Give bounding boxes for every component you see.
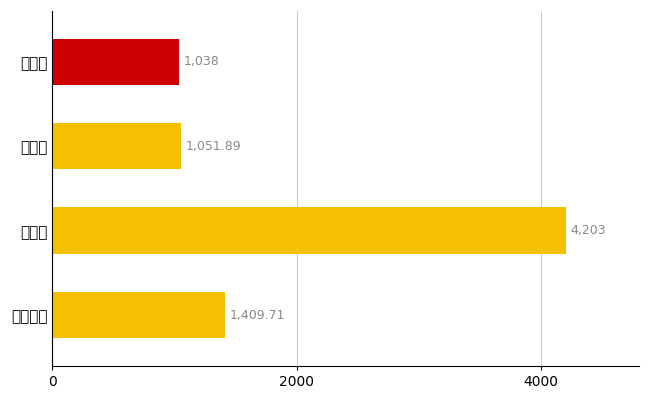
Text: 1,409.71: 1,409.71: [229, 309, 285, 322]
Text: 1,051.89: 1,051.89: [186, 140, 242, 153]
Text: 4,203: 4,203: [571, 224, 606, 237]
Bar: [53, 292, 225, 338]
Bar: [53, 123, 181, 170]
Text: 1,038: 1,038: [184, 55, 220, 68]
Bar: [53, 208, 566, 254]
Bar: [53, 38, 179, 85]
